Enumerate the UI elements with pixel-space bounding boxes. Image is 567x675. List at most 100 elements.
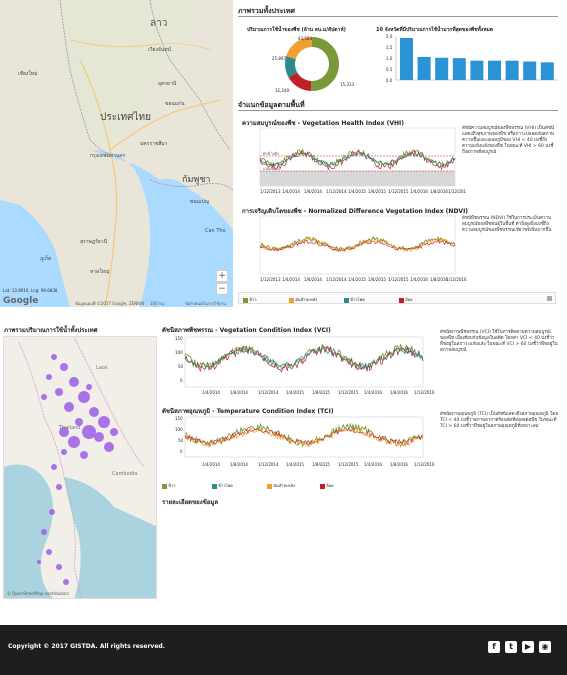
vci-xtick: 1/8/2016 xyxy=(390,390,408,395)
bubble-map[interactable]: Laos Thailand Cambodia © OpenStreetMap c… xyxy=(3,336,157,599)
detail-legend: ข้าว มันสำปะหลัง ข้าวโพด อ้อย xyxy=(238,292,556,304)
legend-swatch xyxy=(267,483,272,489)
map-bubble xyxy=(56,564,62,570)
tci-xtick: 1/4/2016 xyxy=(364,462,382,467)
top-map[interactable]: ลาว ประเทศไทย กัมพูชา เชียงใหม่ กรุงเทพม… xyxy=(0,0,233,307)
map-bubble xyxy=(59,427,69,437)
vci-xtick: 1/12/2014 xyxy=(258,390,279,395)
vci-chart-title: ดัชนีสภาพพืชพรรณ - Vegetation Condition … xyxy=(162,327,331,334)
bar-tick-2: 1.0 xyxy=(386,56,393,61)
vci-ytick: 0 xyxy=(180,378,183,383)
map-label-khon-kaen: ขอนแก่น xyxy=(165,101,185,107)
map-bubble xyxy=(55,388,63,396)
osm-attribution[interactable]: © OpenStreetMap contributors xyxy=(7,591,70,596)
legend-label: มันสำปะหลัง xyxy=(295,297,318,302)
map-bubble xyxy=(110,428,118,436)
ndvi-xtick: 1/4/2014 xyxy=(282,277,300,282)
map-label-hat-yai: หาดใหญ่ xyxy=(90,269,110,275)
facebook-icon[interactable]: f xyxy=(488,641,500,653)
vhi-xtick: 1/12/2013 xyxy=(260,189,281,194)
footer: Copyright © 2017 GISTDA. All rights rese… xyxy=(0,625,567,675)
tci-chart xyxy=(184,416,424,458)
map-bubble xyxy=(104,442,114,452)
vci-xtick: 1/4/2014 xyxy=(202,390,220,395)
vhi-xtick: 1/8/2015 xyxy=(368,189,386,194)
map-coordinates: Lat: 13.8010, Lng: 99.6838 xyxy=(3,288,58,293)
map-bubble xyxy=(89,407,99,417)
zoom-in-button[interactable]: + xyxy=(216,270,228,282)
bubble-map-label-cambodia: Cambodia xyxy=(112,471,138,477)
ndvi-chart-title: การเจริญเติบโตของพืช - Normalized Differ… xyxy=(242,208,469,215)
ndvi-chart xyxy=(259,215,456,275)
map-bubble xyxy=(41,529,47,535)
map-label-phnom-penh: พนมเปญ xyxy=(190,199,210,205)
map-bubble xyxy=(98,416,110,428)
vhi-xtick: 1/4/2015 xyxy=(348,189,366,194)
legend-swatch xyxy=(320,483,325,489)
bottom-legend: ข้าว ข้าวโพด มันสำปะหลัง อ้อย xyxy=(162,480,432,490)
tci-xtick: 1/4/2014 xyxy=(202,462,220,467)
map-bubble xyxy=(82,425,96,439)
ndvi-xtick: 1/12/2016 xyxy=(446,277,467,282)
youtube-icon[interactable]: ▶ xyxy=(522,641,534,653)
vhi-xtick: 1/12/2015 xyxy=(388,189,409,194)
legend-label: ข้าว xyxy=(168,483,176,488)
vhi-ref2-label: เกณฑ์แล้ง xyxy=(263,166,281,171)
vhi-xtick: 1/8/2014 xyxy=(304,189,322,194)
bubble-map-label-laos: Laos xyxy=(96,365,108,371)
legend-item-corn[interactable]: ข้าวโพด xyxy=(344,296,365,303)
legend-item-cassava[interactable]: มันสำปะหลัง xyxy=(267,482,295,489)
legend-swatch xyxy=(399,297,404,303)
legend-label: ข้าว xyxy=(249,297,257,302)
bar xyxy=(417,56,431,80)
ndvi-xtick: 1/12/2014 xyxy=(326,277,347,282)
bar-chart-title: 10 จังหวัดที่มีปริมาณการใช้น้ำมากที่สุดข… xyxy=(376,27,494,33)
tci-xtick: 1/4/2015 xyxy=(286,462,304,467)
overview-divider xyxy=(238,16,558,17)
tci-ytick: 0 xyxy=(180,449,183,454)
legend-label: อ้อย xyxy=(326,483,334,488)
bar-tick-4: 0.0 xyxy=(386,78,393,83)
tci-ytick: 100 xyxy=(175,427,183,432)
vhi-xtick: 1/12/2014 xyxy=(326,189,347,194)
map-label-bangkok: กรุงเทพมหานคร xyxy=(90,153,126,159)
vhi-xtick: 1/4/2014 xyxy=(282,189,300,194)
top-map-canvas xyxy=(0,0,233,307)
map-label-surat: สุราษฎร์ธานี xyxy=(80,239,108,245)
tci-xtick: 1/12/2016 xyxy=(414,462,435,467)
map-terms-link[interactable]: ข้อกำหนดในการใช้งาน xyxy=(185,301,226,306)
footer-copyright: Copyright © 2017 GISTDA. All rights rese… xyxy=(8,643,165,650)
legend-item-rice[interactable]: ข้าว xyxy=(243,296,257,303)
vci-xtick: 1/12/2015 xyxy=(338,390,359,395)
vci-description: ดัชนีสภาพพืชพรรณ (VCI) ใช้ในการติดตามควา… xyxy=(440,330,558,354)
zoom-out-button[interactable]: − xyxy=(216,283,228,295)
legend-swatch xyxy=(212,483,217,489)
vci-xtick: 1/8/2015 xyxy=(312,390,330,395)
legend-label: ข้าวโพด xyxy=(350,297,365,302)
legend-item-sugarcane[interactable]: อ้อย xyxy=(320,482,333,489)
bar xyxy=(435,57,449,80)
legend-item-cassava[interactable]: มันสำปะหลัง xyxy=(289,296,317,303)
google-logo: Google xyxy=(3,296,39,306)
vci-chart xyxy=(184,336,424,388)
twitter-icon[interactable]: t xyxy=(505,641,517,653)
rss-icon[interactable]: ◉ xyxy=(539,641,551,653)
legend-item-sugarcane[interactable]: อ้อย xyxy=(399,296,412,303)
tci-xtick: 1/8/2016 xyxy=(390,462,408,467)
map-bubble xyxy=(78,391,90,403)
bar xyxy=(523,61,537,80)
legend-item-corn[interactable]: ข้าวโพด xyxy=(212,482,233,489)
map-bubble xyxy=(64,402,74,412)
detail-divider xyxy=(238,110,558,111)
ndvi-xtick: 1/8/2016 xyxy=(430,277,448,282)
legend-item-rice[interactable]: ข้าว xyxy=(162,482,176,489)
map-bubble xyxy=(61,449,67,455)
ndvi-description: ดัชนีพืชพรรณ (NDVI) ใช้ในการประเมินความส… xyxy=(462,216,552,234)
legend-scroll-icon[interactable] xyxy=(547,296,552,301)
map-label-can-tho: Can Tho xyxy=(205,228,226,234)
vhi-ref1-label: ค่าอ้างอิง xyxy=(263,151,279,156)
map-bubble xyxy=(75,418,83,426)
map-label-chiangmai: เชียงใหม่ xyxy=(18,71,38,77)
map-bubble xyxy=(60,363,68,371)
bar-chart xyxy=(395,36,558,81)
